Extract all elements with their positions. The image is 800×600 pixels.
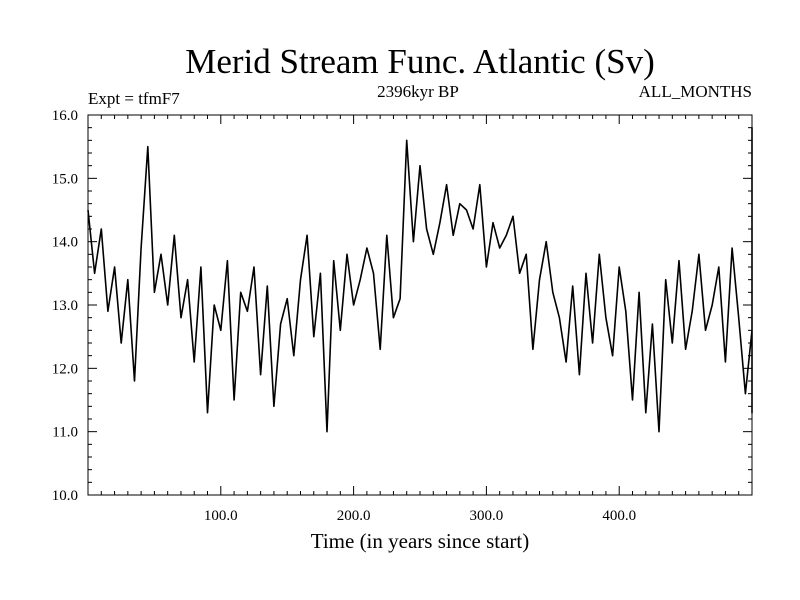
x-tick-label: 400.0 [602, 508, 636, 524]
chart-subtitle: 2396kyr BP [377, 82, 459, 101]
x-axis-label: Time (in years since start) [311, 529, 530, 553]
y-tick-label: 14.0 [52, 235, 78, 251]
plot-frame [87, 114, 753, 496]
x-tick-label: 300.0 [470, 508, 504, 524]
y-tick-label: 11.0 [52, 425, 78, 441]
y-tick-label: 10.0 [52, 488, 78, 504]
y-tick-label: 16.0 [52, 108, 78, 124]
chart-title: Merid Stream Func. Atlantic (Sv) [185, 42, 655, 81]
months-label: ALL_MONTHS [639, 82, 752, 101]
experiment-label: Expt = tfmF7 [88, 89, 180, 108]
x-tick-label: 100.0 [204, 508, 238, 524]
y-tick-label: 15.0 [52, 171, 78, 187]
y-tick-label: 13.0 [52, 298, 78, 314]
x-tick-label: 200.0 [337, 508, 371, 524]
y-tick-label: 12.0 [52, 361, 78, 377]
